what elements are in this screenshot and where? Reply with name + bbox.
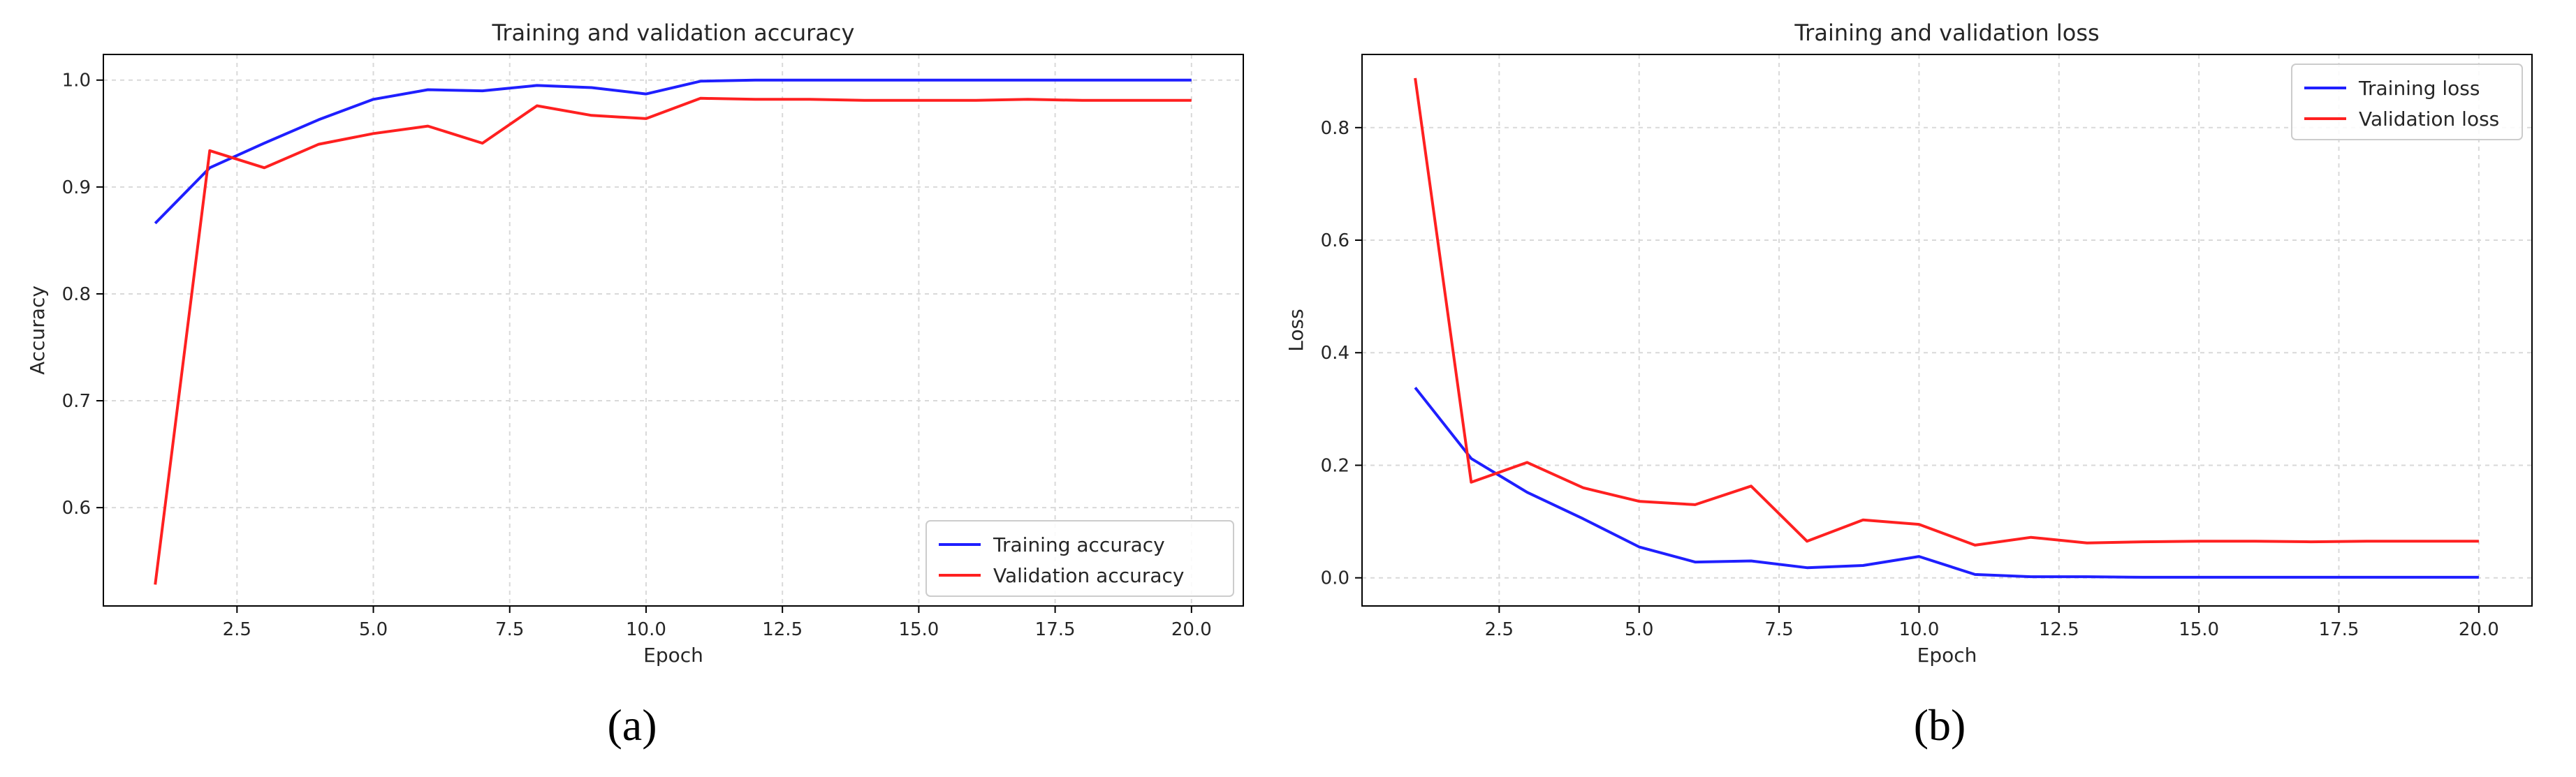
series-line	[154, 96, 1192, 585]
x-tick-label: 2.5	[1485, 619, 1514, 640]
plot-frame	[1361, 54, 2533, 607]
x-tick-label: 17.5	[2319, 619, 2359, 640]
panel-label: (b)	[1914, 700, 1966, 750]
series-line	[154, 78, 1192, 225]
legend-box	[2291, 64, 2523, 140]
y-tick-label: 0.6	[1321, 230, 1349, 251]
x-tick-label: 10.0	[626, 619, 666, 640]
legend-label: Validation accuracy	[993, 564, 1185, 587]
y-tick-label: 1.0	[62, 71, 91, 91]
x-tick-label: 20.0	[2459, 619, 2499, 640]
legend-label: Training accuracy	[993, 533, 1165, 556]
x-tick-label: 7.5	[495, 619, 524, 640]
y-axis-label: Loss	[1285, 309, 1308, 351]
series-line	[1414, 386, 2479, 579]
x-tick-label: 15.0	[2179, 619, 2219, 640]
y-tick-label: 0.2	[1321, 455, 1349, 476]
series-line	[1414, 77, 2479, 547]
x-tick-label: 10.0	[1898, 619, 1939, 640]
x-axis-label: Epoch	[1917, 644, 1977, 667]
y-tick-label: 0.8	[62, 284, 91, 305]
legend: Training accuracy Validation accuracy	[925, 520, 1234, 597]
x-tick-label: 12.5	[2039, 619, 2079, 640]
legend-label: Training loss	[2358, 77, 2480, 100]
x-tick-label: 5.0	[359, 619, 388, 640]
y-tick-label: 0.8	[1321, 118, 1349, 139]
x-tick-label: 15.0	[898, 619, 939, 640]
x-tick-label: 20.0	[1171, 619, 1212, 640]
x-tick-label: 2.5	[223, 619, 251, 640]
panel-label: (a)	[607, 700, 657, 750]
x-tick-label: 12.5	[762, 619, 803, 640]
y-tick-label: 0.7	[62, 391, 91, 412]
x-tick-label: 7.5	[1764, 619, 1793, 640]
y-tick-label: 0.0	[1321, 568, 1349, 589]
x-tick-label: 17.5	[1035, 619, 1076, 640]
accuracy-chart: 2.5 5.0 7.5 10.0 12.5 15.0 17.5 20.0 0.6 0.7 0.8 0.…	[26, 20, 1244, 750]
loss-chart: 2.5 5.0 7.5 10.0 12.5 15.0 17.5 20.0 0.0 0.2 0.4 0.…	[1285, 20, 2533, 750]
y-axis-label: Accuracy	[26, 286, 49, 375]
chart-title: Training and validation loss	[1794, 20, 2099, 46]
y-tick-label: 0.6	[62, 498, 91, 519]
y-tick-label: 0.9	[62, 177, 91, 198]
ticks: 2.5 5.0 7.5 10.0 12.5 15.0 17.5 20.0 0.6 0.7 0.8 0.…	[62, 71, 1212, 640]
plot-frame	[103, 54, 1244, 607]
ticks: 2.5 5.0 7.5 10.0 12.5 15.0 17.5 20.0 0.0 0.2 0.4 0.…	[1321, 118, 2499, 640]
legend: Training loss Validation loss	[2291, 64, 2523, 140]
y-tick-label: 0.4	[1321, 343, 1349, 364]
x-tick-label: 5.0	[1625, 619, 1653, 640]
legend-box	[925, 520, 1234, 597]
legend-label: Validation loss	[2359, 108, 2499, 131]
x-axis-label: Epoch	[643, 644, 703, 667]
chart-title: Training and validation accuracy	[492, 20, 855, 46]
